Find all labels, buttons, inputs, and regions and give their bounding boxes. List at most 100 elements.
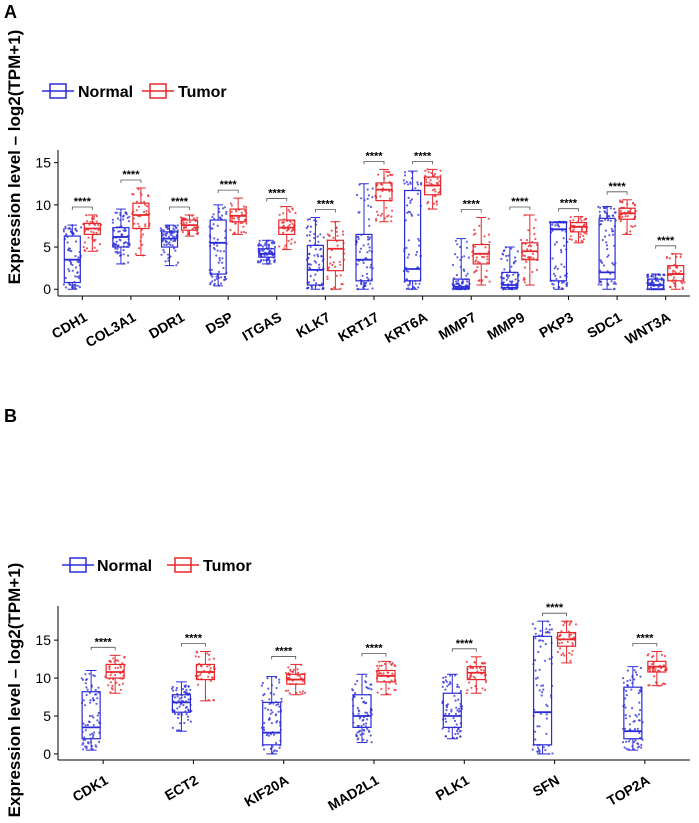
data-point bbox=[174, 696, 177, 699]
data-point bbox=[74, 284, 77, 287]
box-normal-cdh1 bbox=[62, 224, 83, 290]
data-point bbox=[486, 258, 489, 261]
data-point bbox=[559, 249, 563, 252]
x-tick-label-dsp: DSP bbox=[203, 309, 236, 337]
data-point bbox=[442, 680, 445, 683]
data-point bbox=[110, 687, 113, 690]
data-point bbox=[563, 654, 566, 657]
data-point bbox=[434, 190, 437, 193]
data-point bbox=[435, 203, 438, 206]
data-point bbox=[336, 244, 339, 247]
data-point bbox=[548, 628, 551, 631]
data-point bbox=[446, 685, 449, 688]
data-point bbox=[313, 219, 316, 222]
data-point bbox=[258, 261, 261, 264]
x-tick-label-top2a: TOP2A bbox=[604, 772, 652, 809]
data-point bbox=[122, 249, 125, 252]
data-point bbox=[465, 240, 468, 243]
data-point bbox=[582, 238, 586, 241]
data-point bbox=[488, 240, 491, 244]
data-point bbox=[526, 248, 529, 251]
data-point bbox=[382, 672, 385, 675]
significance-bracket bbox=[632, 643, 658, 647]
data-point bbox=[488, 280, 491, 283]
significance-bracket bbox=[271, 656, 297, 660]
data-point bbox=[664, 683, 667, 686]
data-point bbox=[308, 263, 311, 266]
data-point bbox=[523, 281, 526, 284]
data-point bbox=[95, 231, 98, 234]
data-point bbox=[319, 248, 322, 251]
data-point bbox=[64, 227, 67, 230]
data-point bbox=[122, 214, 125, 217]
data-point bbox=[218, 259, 221, 262]
data-point bbox=[330, 249, 333, 252]
data-point bbox=[213, 237, 216, 240]
data-point bbox=[571, 643, 574, 647]
data-point bbox=[84, 729, 87, 732]
data-point bbox=[456, 709, 459, 712]
significance-bracket bbox=[217, 189, 239, 194]
data-point bbox=[308, 234, 311, 237]
data-point bbox=[91, 714, 94, 718]
data-point bbox=[287, 228, 290, 231]
data-point bbox=[162, 248, 165, 252]
data-point bbox=[211, 215, 214, 219]
data-point bbox=[258, 244, 262, 247]
data-point bbox=[82, 245, 85, 249]
data-point bbox=[507, 254, 510, 257]
data-point bbox=[457, 698, 460, 701]
data-point bbox=[386, 671, 389, 674]
data-point bbox=[523, 276, 526, 280]
data-point bbox=[187, 685, 190, 688]
data-point bbox=[219, 282, 223, 285]
data-point bbox=[657, 285, 660, 288]
data-point bbox=[121, 662, 124, 665]
data-point bbox=[280, 697, 283, 700]
data-point bbox=[266, 677, 269, 680]
significance-bracket bbox=[90, 646, 116, 651]
data-point bbox=[435, 200, 438, 203]
data-point bbox=[294, 211, 297, 215]
data-point bbox=[376, 183, 379, 186]
data-point bbox=[143, 203, 147, 206]
y-tick-label: 15 bbox=[35, 155, 51, 171]
data-point bbox=[180, 696, 183, 700]
data-point bbox=[277, 703, 280, 706]
data-point bbox=[260, 684, 263, 687]
data-point bbox=[483, 235, 486, 238]
data-point bbox=[603, 235, 607, 238]
data-point bbox=[306, 225, 309, 228]
data-point bbox=[74, 266, 78, 269]
data-point bbox=[630, 688, 633, 691]
data-point bbox=[633, 728, 637, 731]
data-point bbox=[171, 685, 174, 689]
data-point bbox=[177, 716, 180, 720]
data-point bbox=[356, 706, 359, 710]
data-point bbox=[366, 687, 369, 690]
data-point bbox=[559, 275, 562, 278]
data-point bbox=[135, 209, 138, 212]
data-point bbox=[544, 643, 547, 646]
data-point bbox=[660, 653, 664, 657]
data-point bbox=[410, 214, 414, 217]
legend-key-normal-a bbox=[42, 83, 74, 99]
data-point bbox=[225, 210, 228, 213]
box-tumor-mmp9 bbox=[520, 214, 539, 286]
data-point bbox=[548, 752, 551, 756]
data-point bbox=[568, 238, 571, 241]
data-point bbox=[551, 257, 554, 260]
data-point bbox=[341, 230, 345, 233]
data-point bbox=[441, 727, 444, 730]
data-point bbox=[84, 682, 87, 685]
data-point bbox=[558, 642, 561, 645]
data-point bbox=[484, 688, 487, 692]
data-point bbox=[560, 641, 564, 644]
data-point bbox=[539, 639, 542, 642]
y-tick-label: 10 bbox=[35, 197, 51, 213]
data-point bbox=[117, 244, 120, 247]
box-normal-wnt3a bbox=[646, 273, 666, 291]
data-point bbox=[478, 279, 481, 282]
data-point bbox=[484, 680, 488, 684]
data-point bbox=[366, 739, 369, 742]
